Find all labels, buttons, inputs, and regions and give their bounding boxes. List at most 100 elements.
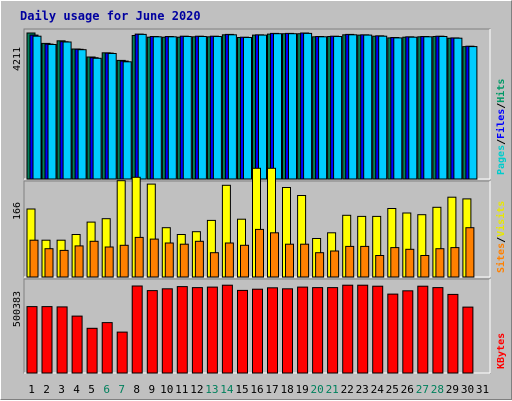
bar-kbytes-day-14 (221, 284, 233, 374)
bar-pages-day-15 (243, 37, 252, 180)
bar-kbytes-day-23 (357, 284, 369, 374)
bar-pages-day-30 (468, 46, 478, 180)
x-tick-label: 26 (401, 383, 414, 396)
bar-pages-day-8 (137, 33, 147, 180)
x-tick-label: 19 (295, 383, 308, 396)
legend-visits-sites: Sites/Visits (495, 201, 507, 273)
bar-pages-day-3 (62, 41, 72, 180)
bar-pages-day-9 (152, 36, 162, 180)
bar-kbytes-day-19 (297, 286, 309, 374)
x-tick-label: 16 (250, 383, 263, 396)
bar-sites-day-10 (164, 242, 174, 278)
bar-pages-day-24 (378, 35, 388, 180)
x-tick-label: 27 (416, 383, 429, 396)
y-max-label: 4211 (12, 47, 23, 71)
bar-kbytes-day-3 (56, 306, 68, 374)
bar-sites-day-3 (59, 249, 69, 278)
legend-entry: Files (495, 109, 507, 139)
bar-pages-day-17 (273, 33, 282, 180)
bar-kbytes-day-7 (116, 331, 128, 374)
x-tick-label: 10 (160, 383, 173, 396)
bar-sites-day-5 (89, 240, 99, 278)
legend-entry: KBytes (496, 333, 507, 369)
x-tick-label: 5 (88, 383, 95, 396)
bar-kbytes-day-4 (71, 315, 83, 374)
bar-sites-day-6 (104, 246, 114, 278)
bar-kbytes-day-5 (86, 327, 98, 374)
x-tick-label: 11 (175, 383, 188, 396)
x-tick-label: 30 (461, 383, 474, 396)
bar-sites-day-27 (420, 255, 430, 278)
bar-kbytes-day-21 (327, 287, 339, 374)
bar-sites-day-14 (224, 242, 234, 278)
bar-kbytes-day-12 (191, 287, 203, 374)
bar-pages-day-29 (453, 37, 463, 180)
bar-kbytes-day-13 (206, 286, 218, 374)
bar-kbytes-day-8 (131, 285, 143, 374)
legend-entry: Hits (495, 79, 507, 103)
bar-pages-day-5 (92, 57, 102, 180)
bar-pages-day-22 (348, 34, 358, 180)
bar-sites-day-4 (74, 245, 84, 278)
legend-entry: / (496, 103, 507, 109)
x-tick-label: 15 (235, 383, 248, 396)
bar-pages-day-14 (227, 34, 237, 180)
bar-kbytes-day-15 (237, 289, 248, 374)
x-tick-label: 6 (103, 383, 110, 396)
bar-sites-day-25 (390, 247, 400, 278)
x-tick-label: 7 (118, 383, 125, 396)
bar-pages-day-2 (47, 44, 57, 180)
bar-sites-day-21 (330, 250, 340, 278)
legend-entry: Sites (495, 243, 507, 273)
x-tick-label: 20 (310, 383, 323, 396)
bar-sites-day-12 (194, 240, 204, 278)
x-tick-label: 8 (133, 383, 140, 396)
bar-sites-day-28 (435, 248, 445, 278)
bar-kbytes-day-26 (402, 290, 414, 374)
bar-kbytes-day-1 (26, 306, 38, 374)
x-tick-label: 4 (73, 383, 80, 396)
bar-pages-day-28 (438, 36, 448, 180)
x-tick-label: 22 (341, 383, 354, 396)
bar-sites-day-8 (134, 236, 144, 278)
bar-sites-day-23 (360, 245, 370, 278)
x-tick-label: 9 (148, 383, 155, 396)
y-max-label: 500383 (12, 291, 23, 327)
x-tick-label: 3 (58, 383, 65, 396)
x-tick-label: 18 (280, 383, 293, 396)
bar-sites-day-2 (44, 248, 54, 278)
bar-pages-day-21 (333, 36, 343, 180)
bar-kbytes-day-22 (342, 284, 354, 374)
bar-kbytes-day-28 (432, 287, 444, 374)
bar-kbytes-day-17 (267, 287, 278, 374)
bar-pages-day-23 (363, 34, 373, 180)
x-tick-label: 13 (205, 383, 218, 396)
legend-entry: / (496, 237, 507, 243)
bar-sites-day-26 (405, 248, 415, 278)
bar-pages-day-16 (258, 34, 267, 180)
x-tick-label: 12 (190, 383, 203, 396)
legend-entry: Pages (496, 145, 507, 175)
bar-kbytes-day-2 (41, 306, 53, 374)
x-tick-label: 24 (371, 383, 385, 396)
bar-kbytes-day-11 (176, 286, 188, 374)
bar-sites-day-29 (450, 247, 460, 278)
bar-pages-day-7 (122, 61, 132, 180)
bar-sites-day-18 (285, 243, 294, 278)
bar-sites-day-15 (240, 244, 249, 278)
legend-pages-files-hits: Pages/Files/Hits (495, 79, 507, 175)
bar-pages-day-26 (408, 36, 418, 180)
x-tick-label: 14 (220, 383, 234, 396)
bar-sites-day-22 (345, 245, 355, 278)
bar-kbytes-day-24 (372, 285, 384, 374)
bar-kbytes-day-10 (161, 288, 173, 374)
legend-entry: Visits (495, 201, 507, 237)
bar-pages-day-27 (423, 36, 433, 180)
bar-pages-day-11 (182, 36, 192, 180)
bar-sites-day-7 (119, 244, 129, 278)
bar-pages-day-6 (107, 53, 117, 180)
x-tick-label: 2 (43, 383, 50, 396)
x-tick-label: 1 (28, 383, 35, 396)
bar-kbytes-day-6 (101, 322, 113, 374)
